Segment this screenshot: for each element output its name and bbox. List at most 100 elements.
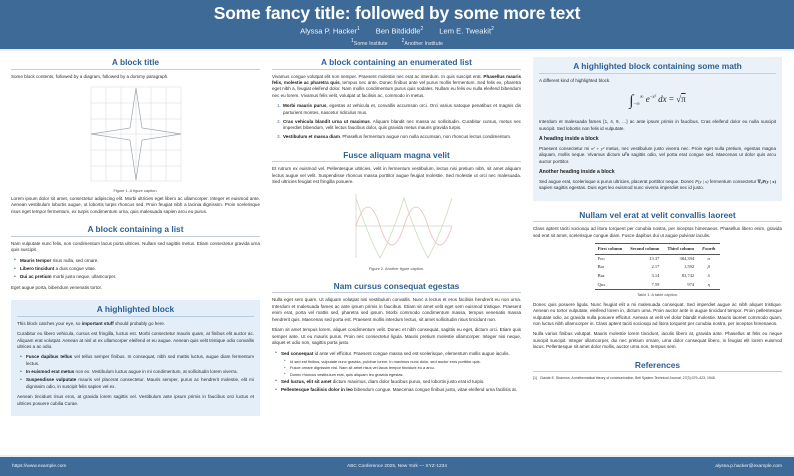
sub-itemize-list: Id sed est finibus, vulputate nunc gravi…: [281, 358, 521, 377]
sine-wave-plot: [355, 193, 452, 259]
paragraph: Vivamus congue volutpat elit non semper.…: [272, 73, 522, 98]
table-row: Bar 2.17 1,592 β: [595, 263, 721, 272]
block-title: Nullam vel erat at velit convallis laore…: [533, 210, 782, 223]
reference-number: [1]: [533, 376, 537, 381]
figure-2: Figure 2. Another figure caption.: [272, 190, 521, 272]
list-item-text: dictum maximus, diam dolor faucibus puru…: [331, 378, 485, 384]
table-cell: Baz: [597, 273, 605, 279]
author-list: Alyssa P. Hacker1 Ben Bitdiddle2 Lem E. …: [300, 26, 494, 36]
block-body: This block catches your eye, so importan…: [17, 321, 254, 408]
block-a-highlighted-block: A highlighted block This block catches y…: [11, 300, 260, 417]
block-a-block-containing-a-list: A block containing a list Nam vulputate …: [11, 224, 260, 291]
poster-columns: A block title Some block contents, follo…: [0, 51, 794, 453]
block-title: A block containing an enumerated list: [272, 57, 521, 70]
itemize-list: Fusce dapibus tellus vel tellus semper f…: [17, 354, 254, 390]
sub-list-item: Donec rhoncus vestibulum erat, quis aliq…: [284, 371, 521, 377]
table-cell: 13.37: [649, 255, 660, 261]
table-cell: Foo: [597, 255, 605, 261]
block-title: Fusce aliquam magna velit: [272, 150, 521, 163]
list-item-alert: Cras vehicula blandit urna ut maximus: [283, 118, 370, 124]
footer-conference: ABC Conference 2025, New York — XYZ-1234: [347, 464, 447, 469]
poster-header: Some fancy title: followed by some more …: [0, 0, 794, 51]
list-item-text: a duis congue vitae.: [54, 265, 97, 271]
inline-alert: Phasellus mauris felis, molestie ac phar…: [272, 73, 521, 85]
block-title: A block containing a list: [11, 224, 260, 237]
table-cell: Qux: [594, 280, 628, 291]
block-math-highlighted: A highlighted block containing some math…: [533, 57, 782, 201]
paragraph: Etiam sit amet tempus lorem, aliquet con…: [272, 327, 521, 346]
institute-item: 2Another Institute: [401, 38, 443, 47]
list-item-alert: Dui ac pretium: [20, 274, 52, 280]
list-item: Sed luctus, elit sit amet dictum maximus…: [275, 378, 521, 385]
column-header: Fourth: [699, 243, 721, 255]
author-item: Ben Bitdiddle2: [375, 26, 424, 36]
table-row: Qux 7.59 974 η: [594, 280, 721, 291]
list-item-alert: In euismod erat metus: [26, 369, 75, 375]
column-right: A highlighted block containing some math…: [527, 57, 788, 453]
table-row: Foo 13.37 384,394 α: [595, 254, 721, 263]
gaussian-integral-equation: ∫−∞∞ e−x² dx = √π: [629, 92, 686, 109]
sub-list-item: Id sed est finibus, vulputate nunc gravi…: [284, 358, 521, 364]
reference-list: [1] Claude E. Shannon. A mathematical th…: [533, 376, 782, 381]
paragraph: Nulla varius finibus volutpat. Mauris mo…: [533, 331, 782, 350]
results-table: First column Second column Third column …: [594, 243, 721, 291]
table-cell: δ: [707, 273, 710, 279]
paragraph: Some block contents, followed by a diagr…: [11, 73, 169, 79]
footer-email[interactable]: alyssa.p.hacker@example.com: [715, 464, 783, 469]
paragraph: Nam vulputate nunc felis, non condimentu…: [11, 240, 260, 253]
figure-caption: Figure 2. Another figure caption.: [368, 266, 425, 272]
block-subheading: Another heading inside a block: [539, 169, 615, 176]
block-nullam-vel-erat: Nullam vel erat at velit convallis laore…: [533, 210, 782, 351]
table-cell: β: [707, 264, 710, 270]
paragraph: Praesent consectetur mi x² + y² metus, n…: [539, 145, 776, 164]
paragraph: Curabitur eu libero vehicula, cursus est…: [17, 331, 254, 349]
list-item-text: . Aliquam blandit nec massa ac sollicitu…: [283, 118, 521, 131]
block-a-block-title: A block title Some block contents, follo…: [11, 57, 260, 215]
list-item-alert: Sed consequat: [281, 350, 314, 356]
block-body: A different kind of highlighted block. ∫…: [539, 78, 776, 192]
list-item-alert: Libero tincidunt: [20, 265, 55, 271]
list-item: In euismod erat metus non ex. Vestibulum…: [20, 369, 254, 376]
paragraph: A different kind of highlighted block.: [539, 77, 611, 83]
list-item-text: vel tellus semper finibus. In consequat,…: [26, 354, 254, 366]
reference-text: Claude E. Shannon. A mathematical theory…: [539, 376, 716, 381]
table-cell: 83,742: [681, 273, 695, 279]
table-cell: 974: [664, 280, 700, 291]
list-item-alert: Suspendisse vulputate: [26, 377, 77, 383]
paragraph: Interdum et malesuada fames {1, 4, 9, …}…: [539, 119, 776, 131]
list-item: Dui ac pretium morbi justo neque, ullamc…: [14, 274, 260, 281]
list-item-text: bibendum congue. Maecenas congue finibus…: [352, 386, 518, 392]
footer-url[interactable]: https://www.example.com: [12, 464, 67, 469]
paragraph: Nulla eget sem quam. Ut aliquam volutpat…: [272, 297, 521, 322]
list-item-text: morbi justo neque, ullamcorper.: [51, 274, 117, 280]
table-cell: α: [707, 255, 710, 261]
block-body: Class aptent taciti sociosqu ad litora t…: [533, 226, 782, 350]
list-item: Fusce dapibus tellus vel tellus semper f…: [20, 354, 254, 367]
block-body: Nulla eget sem quam. Ut aliquam volutpat…: [272, 297, 521, 393]
column-header: Third column: [664, 243, 700, 255]
author-item: Lem E. Tweakit2: [439, 26, 494, 36]
paragraph: Aenean tincidunt risus eros, at gravida …: [17, 394, 254, 406]
star-diagram: [90, 86, 181, 182]
itemize-list: Sed consequat id ante vel efficitur. Pra…: [272, 350, 521, 393]
column-header: Second column: [627, 243, 665, 255]
block-title: Nam cursus consequat egestas: [272, 281, 521, 294]
table-cell: 7.59: [627, 280, 665, 291]
column-header: First column: [594, 243, 628, 255]
paragraph: Lorem ipsum dolor sit amet, consectetur …: [11, 195, 260, 214]
figure-1: Figure 1. A figure caption.: [11, 84, 260, 194]
list-item: Mauris tempor risus nulla, sed ornare.: [14, 257, 260, 264]
list-item-alert: Sed luctus, elit sit amet: [281, 378, 332, 384]
table-cell: 1,592: [683, 264, 695, 270]
table-cell: η: [699, 280, 721, 291]
list-item: Sed consequat id ante vel efficitur. Pra…: [275, 350, 521, 377]
list-item-alert: Mauris tempor: [20, 257, 52, 263]
reference-item: [1] Claude E. Shannon. A mathematical th…: [533, 376, 782, 381]
author-affiliation-mark: 1: [356, 26, 360, 33]
list-item-alert: Vestibulum et massa diam: [283, 134, 340, 140]
block-title: A highlighted block: [17, 304, 254, 317]
list-item-alert: Morbi mauris purus: [283, 103, 327, 109]
paragraph: This block catches your eye, so importan…: [17, 320, 166, 326]
block-title: A block title: [11, 57, 260, 70]
table-header-row: First column Second column Third column …: [594, 243, 721, 255]
